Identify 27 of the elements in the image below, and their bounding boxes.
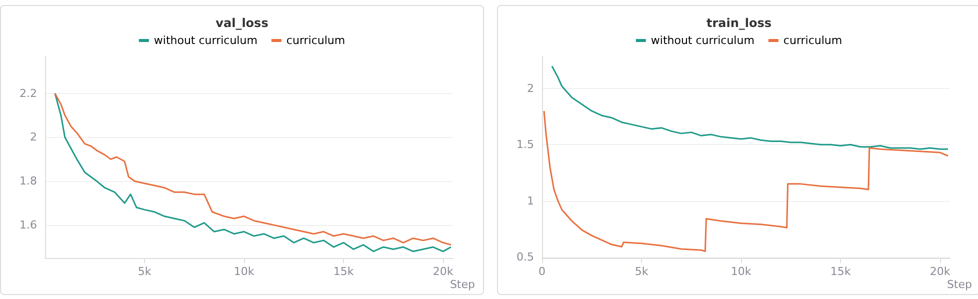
y-tick-label: 1.8 (20, 174, 37, 188)
x-tick-label: 15k (830, 265, 852, 278)
legend-label: curriculum (783, 34, 842, 47)
line-series (543, 110, 949, 252)
y-tick-label: 1 (527, 194, 534, 208)
x-tick-label: 20k (930, 265, 951, 278)
x-axis-title: Step (450, 278, 476, 291)
y-tick-label: 1.6 (20, 218, 37, 232)
y-tick-label: 2 (527, 82, 534, 96)
x-tick-label: 5k (138, 265, 152, 278)
chart-title: val_loss (216, 16, 268, 30)
y-tick-label: 1.5 (516, 138, 534, 152)
y-tick-label: 2.2 (20, 86, 37, 100)
x-tick-label: 10k (234, 265, 255, 278)
y-tick-label: 2 (30, 130, 37, 144)
y-tick-label: 0.5 (516, 250, 534, 264)
legend-label: without curriculum (154, 34, 258, 47)
legend-label: without curriculum (650, 34, 754, 47)
x-tick-label: 0 (538, 265, 546, 278)
line-series (551, 65, 949, 150)
chart-title: train_loss (706, 16, 772, 30)
x-axis-title: Step (946, 278, 972, 291)
legend-label: curriculum (286, 34, 346, 47)
x-tick-label: 5k (634, 265, 649, 278)
x-tick-label: 15k (333, 265, 354, 278)
x-tick-label: 10k (730, 265, 752, 278)
x-tick-label: 20k (432, 265, 454, 278)
